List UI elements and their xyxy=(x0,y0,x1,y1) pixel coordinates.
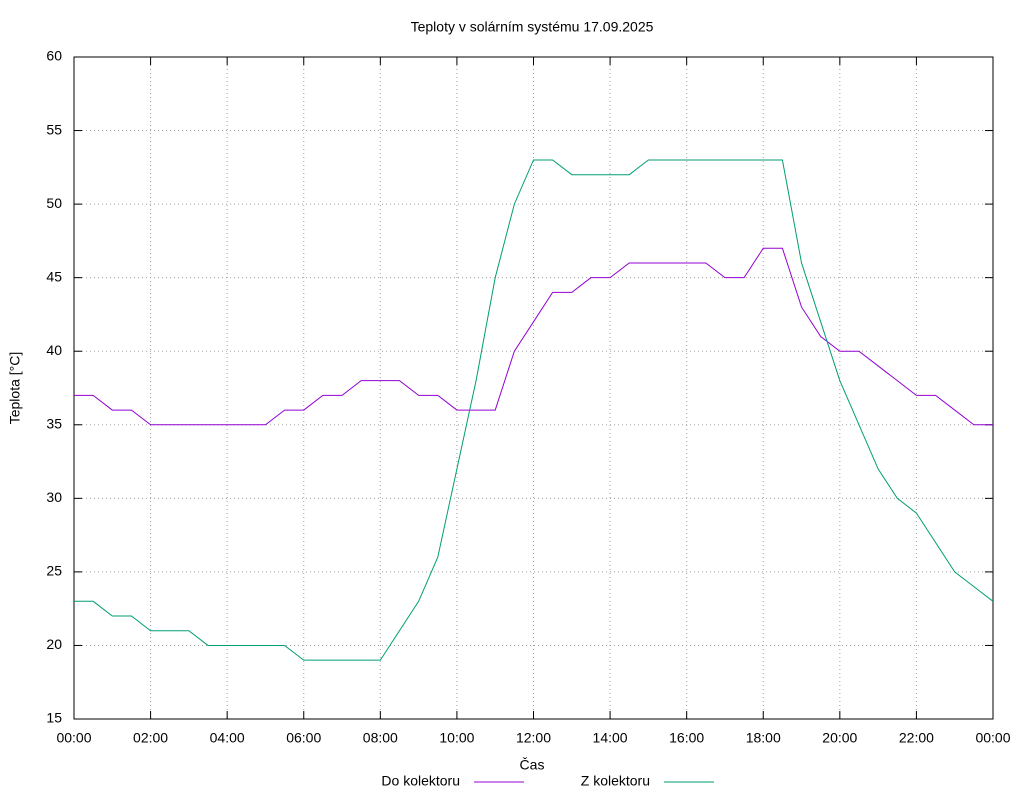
line-series xyxy=(74,159,994,661)
x-tick-label: 00:00 xyxy=(56,730,91,746)
plot-frame xyxy=(73,56,994,720)
x-tick-label: 10:00 xyxy=(439,730,474,746)
y-tick-label: 20 xyxy=(46,636,62,652)
x-tick-label: 16:00 xyxy=(669,730,704,746)
x-tick-label: 14:00 xyxy=(593,730,628,746)
chart-title: Teploty v solárním systému 17.09.2025 xyxy=(411,19,654,35)
y-tick-label: 40 xyxy=(46,342,62,358)
legend-label: Do kolektoru xyxy=(381,773,460,789)
y-tick-label: 55 xyxy=(46,121,62,137)
x-tick-label: 00:00 xyxy=(975,730,1010,746)
y-tick-label: 35 xyxy=(46,415,62,431)
y-axis-label: Teplota [°C] xyxy=(7,352,23,425)
y-tick-label: 15 xyxy=(46,710,62,726)
legend-label: Z kolektoru xyxy=(581,773,650,789)
y-tick-label: 60 xyxy=(46,48,62,64)
x-tick-label: 12:00 xyxy=(516,730,551,746)
x-tick-label: 04:00 xyxy=(210,730,245,746)
y-tick-label: 45 xyxy=(46,268,62,284)
x-tick-label: 06:00 xyxy=(286,730,321,746)
y-tick-label: 30 xyxy=(46,489,62,505)
x-tick-label: 18:00 xyxy=(746,730,781,746)
y-tick-label: 50 xyxy=(46,195,62,211)
y-tick-label: 25 xyxy=(46,563,62,579)
x-tick-label: 02:00 xyxy=(133,730,168,746)
x-axis-label: Čas xyxy=(520,757,545,773)
x-tick-label: 20:00 xyxy=(822,730,857,746)
line-series xyxy=(74,247,993,426)
x-tick-label: 22:00 xyxy=(899,730,934,746)
x-tick-label: 08:00 xyxy=(363,730,398,746)
